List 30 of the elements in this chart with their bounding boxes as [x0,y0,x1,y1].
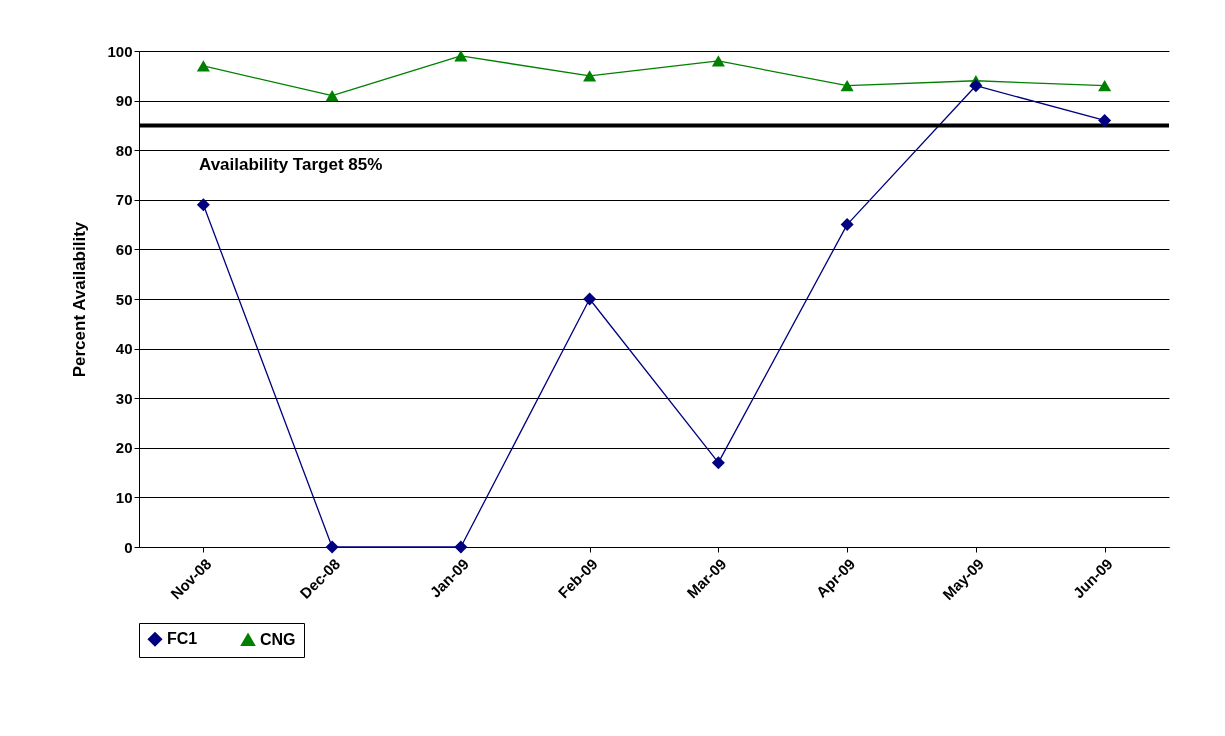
y-tick-label: 80 [115,141,133,159]
point [1098,113,1112,127]
y-tick-label: 50 [115,290,133,308]
y-tick-label: 20 [115,439,133,457]
point [840,218,854,232]
y-tick-label: 40 [115,340,133,358]
point [325,89,339,102]
point [196,198,210,212]
legend-label: CNG [260,630,296,648]
point [583,292,597,306]
point [1098,80,1112,92]
y-axis-title: Percent Availability [70,221,90,378]
legend-label: FC1 [167,630,198,648]
y-tick-label: 30 [115,389,133,407]
point [711,55,725,67]
point [196,60,210,72]
point [454,540,468,554]
y-tick-label: 10 [115,488,133,506]
y-tick-label: 70 [115,191,133,209]
point [711,456,725,470]
point [454,50,468,62]
y-tick-label: 90 [115,92,133,110]
point [840,80,854,92]
point [583,70,597,82]
y-tick-label: 60 [115,240,133,258]
point [325,540,339,554]
ref-line-label: Availability Target 85% [199,155,383,175]
point [969,79,983,93]
y-tick-label: 100 [107,42,133,60]
y-tick-label: 0 [124,538,133,556]
